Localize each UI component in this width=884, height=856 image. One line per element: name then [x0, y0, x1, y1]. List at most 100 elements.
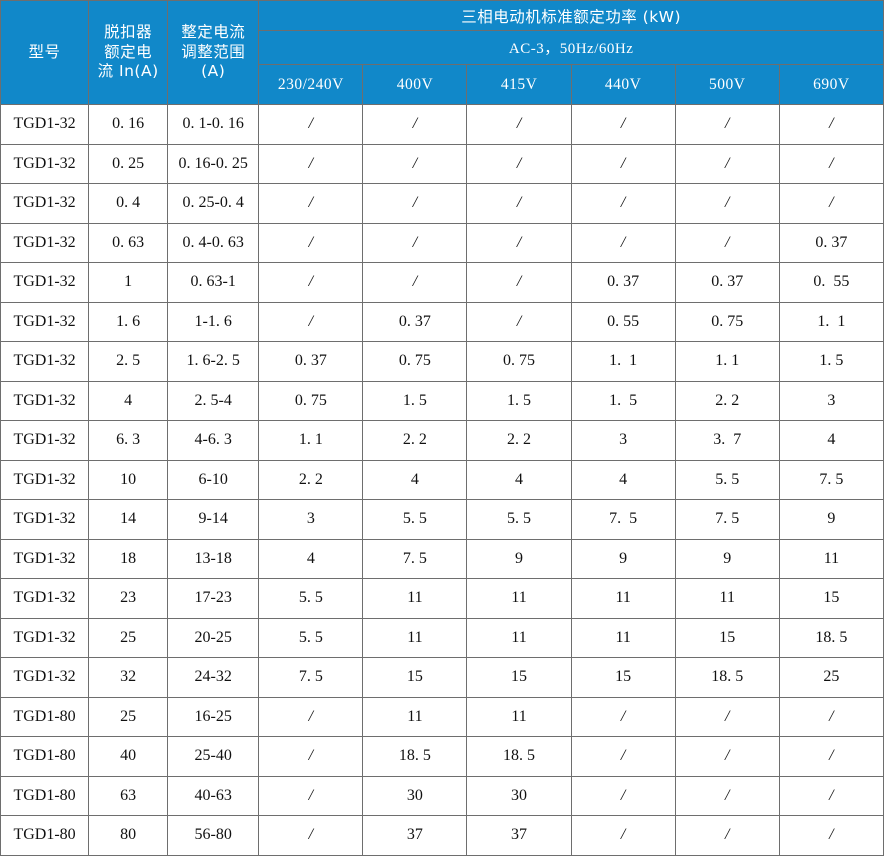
cell-power-415: 9: [466, 538, 572, 579]
cell-power-690: /: [778, 183, 884, 224]
cell-power-440: 11: [570, 578, 676, 619]
cell-power-230-240: /: [258, 222, 364, 263]
cell-power-400: 11: [362, 578, 468, 619]
cell-power-415: 15: [466, 657, 572, 698]
cell-rated-current: 32: [88, 657, 169, 698]
cell-model: TGD1-32: [0, 459, 90, 500]
table-row: TGD1-32 25 20-25 5. 5 11 11 11 15 18. 5: [0, 617, 884, 658]
cell-rated-current: 10: [88, 459, 169, 500]
cell-model: TGD1-32: [0, 617, 90, 658]
cell-power-690: 9: [778, 499, 884, 540]
cell-power-400: 0. 37: [362, 301, 468, 342]
cell-power-230-240: /: [258, 301, 364, 342]
cell-model: TGD1-32: [0, 499, 90, 540]
cell-power-400: 7. 5: [362, 538, 468, 579]
cell-adjust-range: 1-1. 6: [167, 301, 260, 342]
cell-rated-current: 18: [88, 538, 169, 579]
header-cell-voltage-440: 440V: [570, 64, 676, 105]
header-cell-rated-current: 脱扣器 额定电 流 In(A): [88, 0, 169, 105]
cell-power-440: 0. 55: [570, 301, 676, 342]
cell-rated-current: 80: [88, 815, 169, 856]
cell-power-690: 18. 5: [778, 617, 884, 658]
cell-power-500: 0. 75: [674, 301, 780, 342]
cell-power-400: /: [362, 104, 468, 145]
cell-power-230-240: /: [258, 104, 364, 145]
header-cell-voltage-230-240: 230/240V: [258, 64, 364, 105]
cell-rated-current: 6. 3: [88, 420, 169, 461]
cell-adjust-range: 25-40: [167, 736, 260, 777]
cell-power-230-240: /: [258, 262, 364, 303]
cell-rated-current: 25: [88, 617, 169, 658]
cell-power-500: 15: [674, 617, 780, 658]
table-row: TGD1-80 63 40-63/30 30// /: [0, 775, 884, 816]
cell-power-690: /: [778, 143, 884, 184]
cell-power-500: 3. 7: [674, 420, 780, 461]
cell-power-400: /: [362, 262, 468, 303]
cell-model: TGD1-32: [0, 538, 90, 579]
cell-power-415: 30: [466, 775, 572, 816]
table-row: TGD1-32 10 6-10 2. 2 4 4 4 5. 5 7. 5: [0, 459, 884, 500]
header-cell-adjust-range: 整定电流 调整范围 (A): [167, 0, 260, 105]
cell-adjust-range: 0. 4-0. 63: [167, 222, 260, 263]
header-cell-voltage-690: 690V: [778, 64, 884, 105]
cell-power-500: /: [674, 775, 780, 816]
cell-power-500: 5. 5: [674, 459, 780, 500]
cell-model: TGD1-32: [0, 657, 90, 698]
cell-power-440: 0. 37: [570, 262, 676, 303]
cell-power-440: 9: [570, 538, 676, 579]
cell-power-690: /: [778, 775, 884, 816]
header-cell-model: 型号: [0, 0, 90, 105]
cell-power-230-240: /: [258, 815, 364, 856]
cell-rated-current: 1: [88, 262, 169, 303]
table-header: 型号 脱扣器 额定电 流 In(A) 整定电流 调整范围 (A) 三相电动机标准…: [0, 0, 884, 105]
table-row: TGD1-32 23 17-23 5. 5 11 11 11 11 15: [0, 578, 884, 619]
cell-power-400: 1. 5: [362, 380, 468, 421]
cell-power-415: 18. 5: [466, 736, 572, 777]
cell-rated-current: 25: [88, 696, 169, 737]
cell-power-440: 1. 5: [570, 380, 676, 421]
cell-power-415: 2. 2: [466, 420, 572, 461]
cell-adjust-range: 0. 16-0. 25: [167, 143, 260, 184]
cell-power-440: 7. 5: [570, 499, 676, 540]
cell-model: TGD1-80: [0, 696, 90, 737]
cell-adjust-range: 0. 63-1: [167, 262, 260, 303]
cell-power-415: 11: [466, 696, 572, 737]
cell-power-415: /: [466, 143, 572, 184]
cell-power-230-240: /: [258, 736, 364, 777]
cell-rated-current: 63: [88, 775, 169, 816]
cell-adjust-range: 40-63: [167, 775, 260, 816]
cell-model: TGD1-32: [0, 262, 90, 303]
cell-power-400: 11: [362, 696, 468, 737]
cell-power-230-240: 1. 1: [258, 420, 364, 461]
header-cell-voltage-500: 500V: [674, 64, 780, 105]
header-row-group-title: 型号 脱扣器 额定电 流 In(A) 整定电流 调整范围 (A) 三相电动机标准…: [0, 0, 884, 105]
cell-adjust-range: 4-6. 3: [167, 420, 260, 461]
cell-power-500: 18. 5: [674, 657, 780, 698]
cell-power-400: /: [362, 222, 468, 263]
cell-power-500: 0. 37: [674, 262, 780, 303]
cell-power-415: /: [466, 301, 572, 342]
cell-power-415: /: [466, 104, 572, 145]
cell-model: TGD1-32: [0, 222, 90, 263]
cell-power-230-240: 5. 5: [258, 578, 364, 619]
cell-power-500: 2. 2: [674, 380, 780, 421]
cell-power-440: /: [570, 696, 676, 737]
cell-power-690: 0. 55: [778, 262, 884, 303]
cell-power-690: 7. 5: [778, 459, 884, 500]
cell-model: TGD1-32: [0, 380, 90, 421]
cell-power-415: 37: [466, 815, 572, 856]
cell-power-500: /: [674, 183, 780, 224]
cell-model: TGD1-80: [0, 815, 90, 856]
cell-model: TGD1-32: [0, 420, 90, 461]
cell-adjust-range: 0. 1-0. 16: [167, 104, 260, 145]
cell-power-500: /: [674, 143, 780, 184]
cell-model: TGD1-32: [0, 104, 90, 145]
cell-power-230-240: /: [258, 143, 364, 184]
cell-adjust-range: 9-14: [167, 499, 260, 540]
cell-power-230-240: /: [258, 183, 364, 224]
cell-adjust-range: 17-23: [167, 578, 260, 619]
table-row: TGD1-32 0. 4 0. 25-0. 4// / / / /: [0, 183, 884, 224]
